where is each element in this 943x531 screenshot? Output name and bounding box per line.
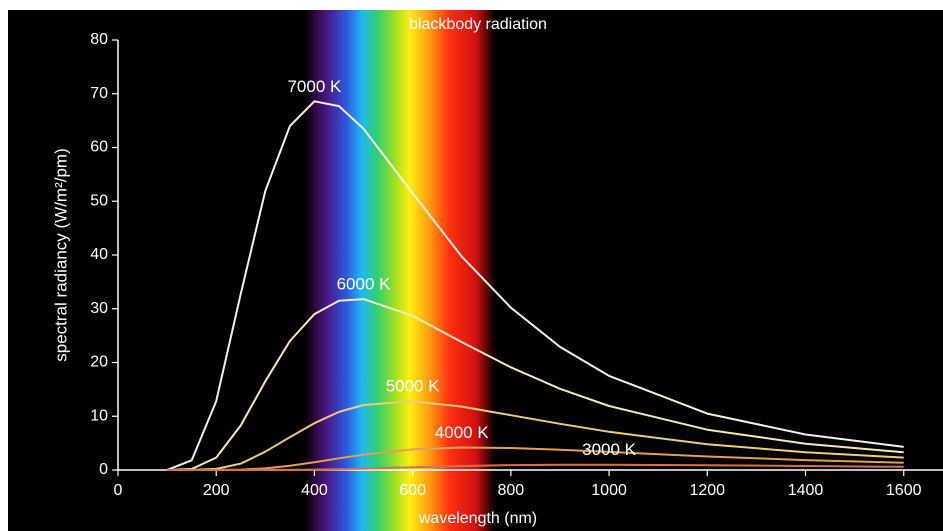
y-tick-label: 10 (90, 407, 108, 424)
x-tick-label: 1600 (886, 482, 922, 499)
x-tick-label: 1400 (788, 482, 824, 499)
y-tick-label: 30 (90, 300, 108, 317)
y-tick-label: 70 (90, 85, 108, 102)
series-label: 5000 K (386, 377, 441, 396)
series-line (166, 100, 904, 471)
series-label: 7000 K (287, 77, 342, 96)
x-tick-label: 0 (114, 482, 123, 499)
x-tick-label: 200 (203, 482, 230, 499)
curves: 7000 K 6000 K 5000 K 4000 K 3000 K (166, 77, 904, 471)
y-axis-label: spectral radiancy (W/m²/pm) (51, 148, 70, 361)
y-tick-label: 60 (90, 139, 108, 156)
series-line (167, 463, 904, 471)
series-line (167, 400, 904, 471)
x-tick-label: 600 (399, 482, 426, 499)
series-line (167, 298, 904, 471)
x-tick-label: 800 (498, 482, 525, 499)
x-tick-label: 1000 (591, 482, 627, 499)
x-tick-label: 1200 (689, 482, 725, 499)
x-axis-label: wavelength (nm) (418, 510, 537, 527)
series-label: 3000 K (582, 440, 637, 459)
x-tick-label: 400 (301, 482, 328, 499)
y-tick-label: 80 (90, 31, 108, 48)
y-tick-label: 20 (90, 354, 108, 371)
series-label: 6000 K (337, 275, 392, 294)
visible-spectrum (305, 10, 495, 531)
chart-title: blackbody radiation (409, 16, 547, 33)
y-tick-label: 40 (90, 246, 108, 263)
y-tick-label: 0 (99, 461, 108, 478)
series-label: 4000 K (435, 423, 490, 442)
y-tick-label: 50 (90, 192, 108, 209)
